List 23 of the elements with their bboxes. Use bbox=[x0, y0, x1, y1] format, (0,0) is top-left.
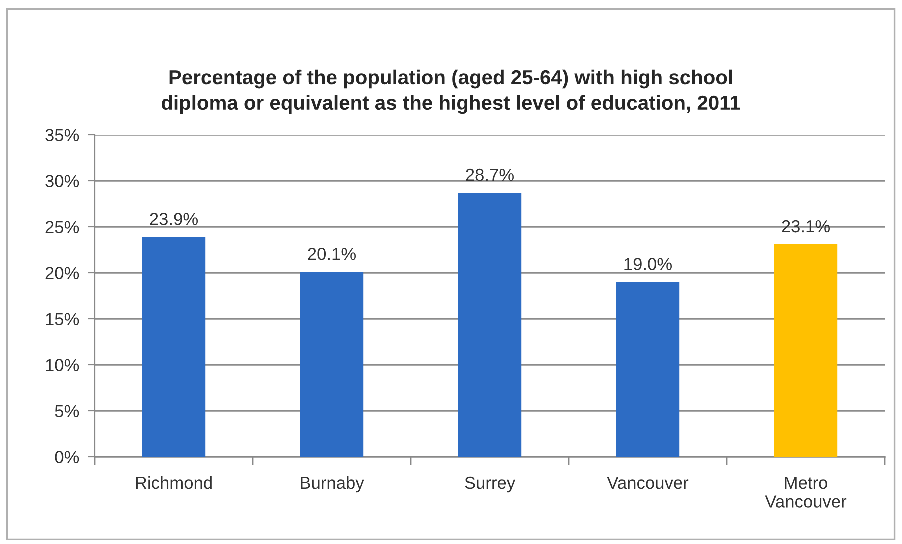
data-label: 20.1% bbox=[308, 248, 356, 260]
bar bbox=[616, 282, 680, 457]
y-tick-label: 15% bbox=[46, 313, 80, 326]
y-tick-label: 10% bbox=[46, 359, 80, 372]
chart-title: Percentage of the population (aged 25-64) with high school diploma or equivalent as the highest level of education, 2011 bbox=[162, 70, 740, 114]
data-label: 23.9% bbox=[150, 213, 198, 226]
data-label: 28.7% bbox=[466, 168, 514, 182]
y-tick-label: 5% bbox=[55, 405, 80, 418]
data-label: 19.0% bbox=[624, 258, 672, 270]
bar bbox=[458, 192, 522, 457]
x-tick-label: Metro Vancouver bbox=[765, 477, 847, 508]
x-tick-label: Burnaby bbox=[301, 476, 364, 493]
x-tick-label: Richmond bbox=[136, 476, 212, 490]
bar bbox=[300, 272, 364, 457]
bar bbox=[774, 244, 838, 457]
bar bbox=[142, 237, 206, 457]
y-tick-label: 25% bbox=[46, 221, 80, 234]
y-tick-label: 20% bbox=[46, 267, 80, 280]
y-tick-label: 35% bbox=[46, 129, 80, 142]
x-tick-label: Vancouver bbox=[607, 477, 689, 490]
y-tick-label: 0% bbox=[55, 451, 80, 464]
y-tick-label: 30% bbox=[46, 175, 80, 188]
x-tick-label: Surrey bbox=[465, 476, 516, 493]
